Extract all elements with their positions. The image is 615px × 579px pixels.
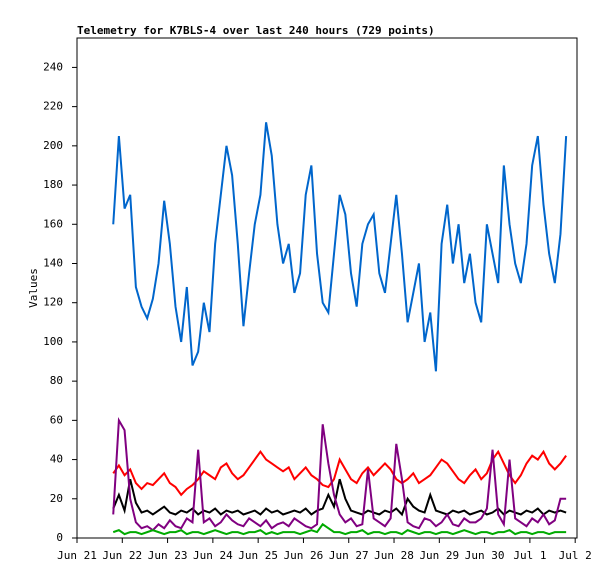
x-tick-label: Jun 25 xyxy=(238,549,278,562)
series-line xyxy=(112,449,567,497)
x-tick-label: Jun 23 xyxy=(148,549,188,562)
x-tick-label: Jun 29 xyxy=(419,549,459,562)
y-tick-label: 180 xyxy=(43,178,63,191)
x-tick-label: Jun 22 xyxy=(102,549,142,562)
x-tick-label: Jun 24 xyxy=(193,549,233,562)
y-tick-label: 100 xyxy=(43,335,63,348)
series-line xyxy=(112,478,567,517)
y-tick-label: 80 xyxy=(50,374,63,387)
y-tick-label: 160 xyxy=(43,217,63,230)
y-tick-label: 60 xyxy=(50,413,63,426)
x-tick-label: Jun 28 xyxy=(374,549,414,562)
x-tick-label: Jul 1 xyxy=(513,549,546,562)
x-tick-label: Jul 2 xyxy=(559,549,592,562)
plot-frame xyxy=(76,37,578,539)
y-tick-label: 220 xyxy=(43,100,63,113)
series-line xyxy=(112,122,568,372)
series-line xyxy=(112,522,567,536)
x-tick-label: Jun 26 xyxy=(284,549,324,562)
y-tick-label: 200 xyxy=(43,139,63,152)
y-tick-label: 40 xyxy=(50,453,63,466)
series-line xyxy=(112,416,567,532)
y-tick-label: 120 xyxy=(43,296,63,309)
chart-title: Telemetry for K7BLS-4 over last 240 hour… xyxy=(77,24,435,37)
x-tick-label: Jun 30 xyxy=(465,549,505,562)
y-axis-label: Values xyxy=(27,268,40,308)
y-tick-label: 240 xyxy=(43,60,63,73)
y-tick-label: 140 xyxy=(43,256,63,269)
x-tick-label: Jun 21 xyxy=(57,549,97,562)
x-tick-label: Jun 27 xyxy=(329,549,369,562)
y-tick-label: 0 xyxy=(56,531,63,544)
y-tick-label: 20 xyxy=(50,492,63,505)
